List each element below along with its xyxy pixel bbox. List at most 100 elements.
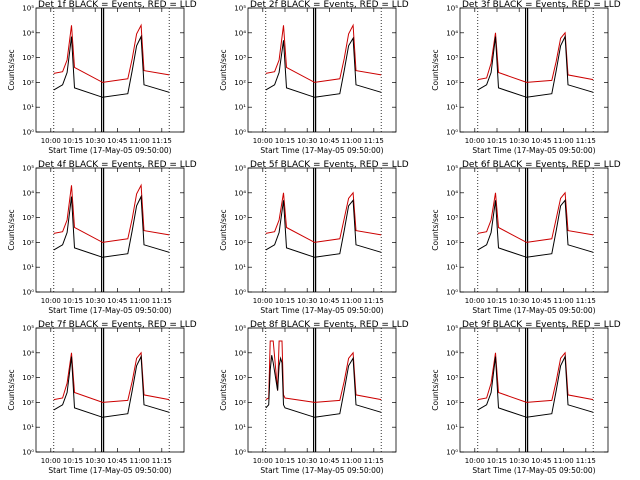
panel-title: Det 9f BLACK = Events, RED = LLD — [462, 320, 621, 330]
events-series-line — [53, 34, 170, 98]
y-tick-label: 10² — [446, 239, 458, 247]
x-axis-title: Start Time (17-May-05 09:50:00) — [48, 146, 171, 155]
y-tick-label: 10¹ — [22, 104, 34, 112]
x-tick-label: 11:00 — [554, 457, 574, 465]
y-tick-label: 10⁵ — [446, 5, 458, 13]
x-tick-label: 11:00 — [130, 137, 150, 145]
y-tick-label: 10⁵ — [446, 165, 458, 173]
events-series-line — [477, 34, 594, 98]
y-axis-title: Counts/sec — [431, 369, 440, 410]
y-tick-label: 10² — [446, 79, 458, 87]
x-tick-label: 10:00 — [253, 137, 273, 145]
events-series-line — [265, 36, 382, 98]
y-axis-title: Counts/sec — [431, 49, 440, 90]
panel-title: Det 6f BLACK = Events, RED = LLD — [462, 160, 621, 170]
x-tick-label: 11:00 — [130, 297, 150, 305]
y-tick-label: 10² — [446, 399, 458, 407]
y-tick-label: 10⁴ — [22, 349, 34, 357]
lld-series-line — [265, 191, 382, 243]
x-tick-label: 10:45 — [319, 137, 339, 145]
y-tick-label: 10¹ — [446, 424, 458, 432]
x-tick-label: 10:45 — [107, 297, 127, 305]
y-tick-label: 10³ — [446, 374, 458, 382]
y-tick-label: 10³ — [22, 374, 34, 382]
x-tick-label: 10:00 — [465, 297, 485, 305]
x-tick-label: 11:15 — [152, 457, 172, 465]
y-tick-label: 10⁰ — [234, 289, 246, 297]
y-tick-label: 10³ — [446, 54, 458, 62]
detector-panel: Det 1f BLACK = Events, RED = LLD 10⁰ 10¹ 10… — [7, 0, 197, 155]
x-tick-label: 11:00 — [554, 297, 574, 305]
x-tick-label: 10:30 — [85, 457, 105, 465]
x-tick-label: 11:15 — [364, 137, 384, 145]
y-axis-title: Counts/sec — [219, 369, 228, 410]
x-tick-label: 10:45 — [319, 457, 339, 465]
x-tick-label: 10:15 — [275, 297, 295, 305]
x-axis-title: Start Time (17-May-05 09:50:00) — [48, 306, 171, 315]
plot-frame — [35, 327, 185, 453]
plot-frame — [35, 7, 185, 133]
plot-frame — [459, 327, 609, 453]
events-series-line — [53, 354, 170, 418]
x-tick-label: 10:45 — [107, 137, 127, 145]
y-tick-label: 10⁰ — [234, 129, 246, 137]
y-tick-label: 10⁴ — [446, 29, 458, 37]
y-tick-label: 10⁰ — [234, 449, 246, 457]
x-tick-label: 10:30 — [297, 137, 317, 145]
y-tick-label: 10⁵ — [234, 165, 246, 173]
x-tick-label: 11:15 — [576, 297, 596, 305]
x-tick-label: 10:45 — [531, 457, 551, 465]
y-tick-label: 10⁵ — [446, 325, 458, 333]
x-tick-label: 10:30 — [509, 297, 529, 305]
x-tick-label: 10:45 — [319, 297, 339, 305]
y-tick-label: 10² — [22, 79, 34, 87]
y-tick-label: 10⁴ — [234, 29, 246, 37]
y-tick-label: 10⁵ — [22, 165, 34, 173]
y-tick-label: 10² — [234, 399, 246, 407]
x-tick-label: 10:30 — [509, 457, 529, 465]
y-tick-label: 10⁰ — [22, 289, 34, 297]
x-tick-label: 10:15 — [487, 297, 507, 305]
y-tick-label: 10³ — [446, 214, 458, 222]
x-tick-label: 10:15 — [63, 137, 83, 145]
events-series-line — [477, 199, 594, 258]
y-axis-title: Counts/sec — [431, 209, 440, 250]
x-tick-label: 10:30 — [509, 137, 529, 145]
y-tick-label: 10¹ — [446, 264, 458, 272]
y-tick-label: 10¹ — [446, 104, 458, 112]
x-tick-label: 10:00 — [465, 137, 485, 145]
panel-title: Det 7f BLACK = Events, RED = LLD — [38, 320, 197, 330]
detector-panel: Det 6f BLACK = Events, RED = LLD 10⁰ 10¹ 10… — [431, 160, 621, 315]
detector-panel: Det 7f BLACK = Events, RED = LLD 10⁰ 10¹ 10… — [7, 320, 197, 475]
y-axis-title: Counts/sec — [219, 209, 228, 250]
x-tick-label: 10:30 — [297, 297, 317, 305]
lld-series-line — [53, 183, 170, 243]
x-axis-title: Start Time (17-May-05 09:50:00) — [260, 466, 383, 475]
x-tick-label: 10:15 — [487, 137, 507, 145]
x-tick-label: 10:45 — [531, 137, 551, 145]
lld-series-line — [477, 191, 594, 243]
plot-frame — [247, 167, 397, 293]
panel-title: Det 8f BLACK = Events, RED = LLD — [250, 320, 409, 330]
panel-title: Det 5f BLACK = Events, RED = LLD — [250, 160, 409, 170]
panel-title: Det 2f BLACK = Events, RED = LLD — [250, 0, 409, 10]
y-tick-label: 10¹ — [22, 424, 34, 432]
y-tick-label: 10⁰ — [22, 129, 34, 137]
x-tick-label: 11:00 — [342, 137, 362, 145]
detector-panel: Det 4f BLACK = Events, RED = LLD 10⁰ 10¹ 10… — [7, 160, 197, 315]
y-tick-label: 10⁴ — [234, 189, 246, 197]
panel-title: Det 3f BLACK = Events, RED = LLD — [462, 0, 621, 10]
y-tick-label: 10⁴ — [446, 349, 458, 357]
x-tick-label: 10:15 — [487, 457, 507, 465]
events-series-line — [477, 354, 594, 418]
y-tick-label: 10⁵ — [234, 5, 246, 13]
detector-panel: Det 3f BLACK = Events, RED = LLD 10⁰ 10¹ 10… — [431, 0, 621, 155]
y-tick-label: 10¹ — [234, 264, 246, 272]
y-tick-label: 10⁴ — [234, 349, 246, 357]
events-series-line — [53, 194, 170, 258]
y-tick-label: 10² — [22, 239, 34, 247]
plot-frame — [247, 7, 397, 133]
x-axis-title: Start Time (17-May-05 09:50:00) — [472, 466, 595, 475]
y-tick-label: 10⁴ — [22, 189, 34, 197]
